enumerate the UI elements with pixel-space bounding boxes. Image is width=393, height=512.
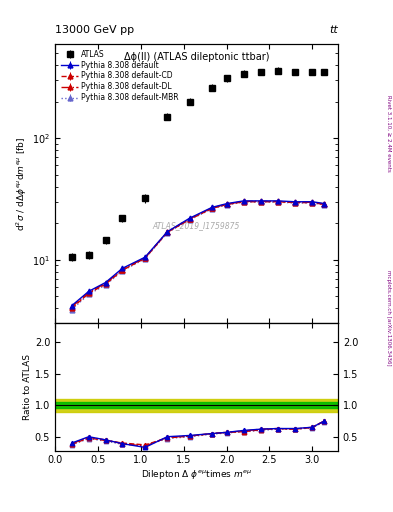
Text: tt: tt [329,25,338,35]
Text: Rivet 3.1.10, ≥ 2.4M events: Rivet 3.1.10, ≥ 2.4M events [386,95,391,172]
Bar [55,399,338,412]
Bar [55,402,338,409]
Y-axis label: d$^2\sigma$ / d$\Delta\phi^{e\mu}$d$m^{e\mu}$ [fb]: d$^2\sigma$ / d$\Delta\phi^{e\mu}$d$m^{e… [15,136,29,230]
X-axis label: Dilepton $\Delta$ $\phi^{e\mu}$times $m^{e\mu}$: Dilepton $\Delta$ $\phi^{e\mu}$times $m^… [141,468,252,481]
Y-axis label: Ratio to ATLAS: Ratio to ATLAS [23,354,32,420]
Text: mcplots.cern.ch [arXiv:1306.3436]: mcplots.cern.ch [arXiv:1306.3436] [386,270,391,365]
Text: Δϕ(ll) (ATLAS dileptonic ttbar): Δϕ(ll) (ATLAS dileptonic ttbar) [124,52,269,62]
Legend: ATLAS, Pythia 8.308 default, Pythia 8.308 default-CD, Pythia 8.308 default-DL, P: ATLAS, Pythia 8.308 default, Pythia 8.30… [59,47,181,104]
Text: ATLAS_2019_I1759875: ATLAS_2019_I1759875 [153,221,240,230]
Text: 13000 GeV pp: 13000 GeV pp [55,25,134,35]
